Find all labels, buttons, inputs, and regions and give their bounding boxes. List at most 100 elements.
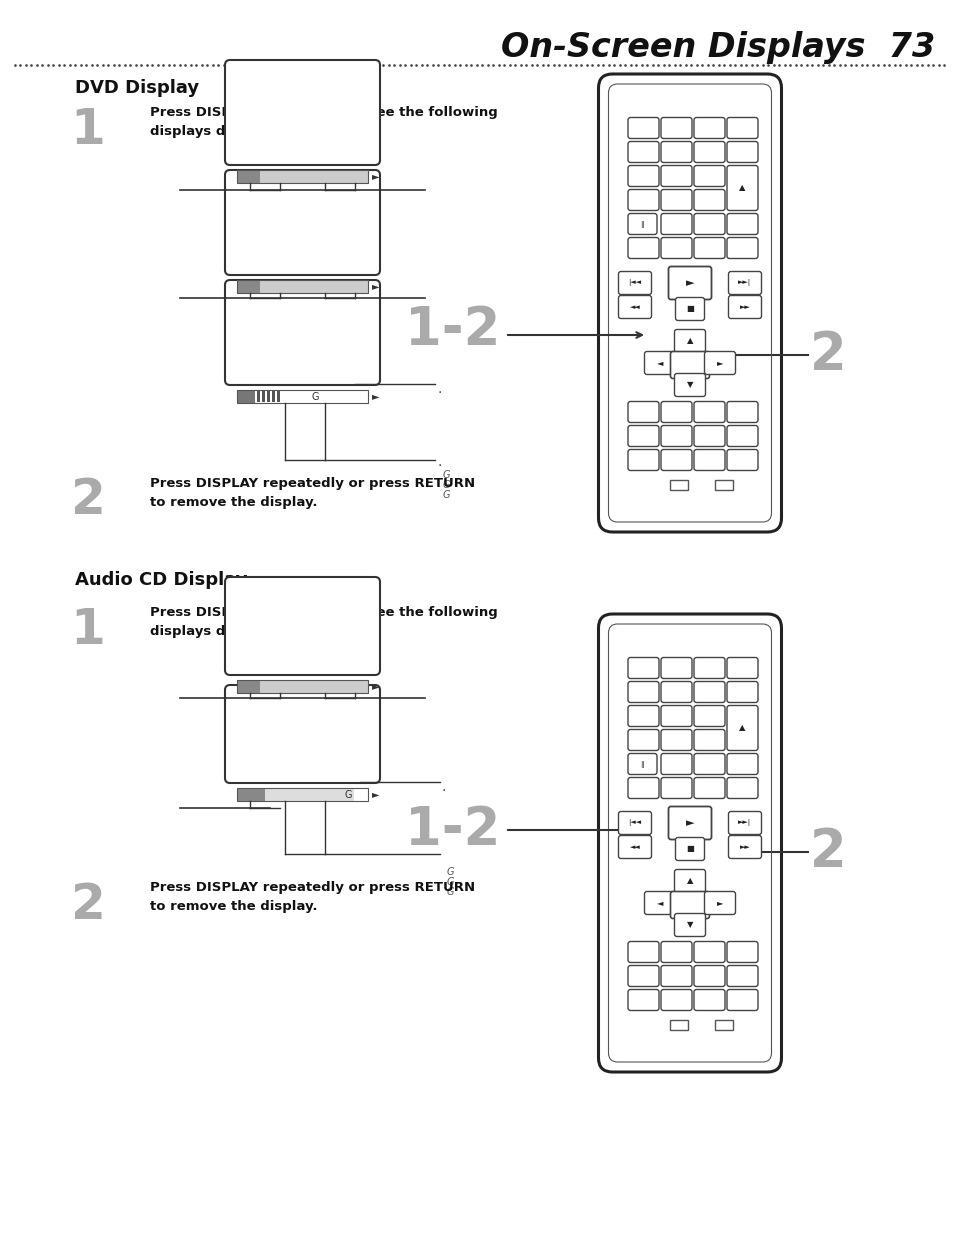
FancyBboxPatch shape [726, 989, 758, 1010]
Text: G: G [344, 789, 352, 799]
Text: |◄◄: |◄◄ [628, 820, 640, 826]
Bar [236, 680, 258, 693]
Text: G: G [442, 471, 450, 480]
FancyBboxPatch shape [693, 966, 724, 987]
FancyBboxPatch shape [618, 295, 651, 319]
FancyBboxPatch shape [693, 657, 724, 678]
Text: Press DISPLAY repeatedly to see the following
displays during DVD play.: Press DISPLAY repeatedly to see the foll… [150, 106, 497, 138]
Text: ▼: ▼ [686, 380, 693, 389]
FancyBboxPatch shape [703, 892, 735, 914]
Text: ◄: ◄ [656, 358, 662, 368]
Bar [258, 170, 368, 183]
FancyBboxPatch shape [225, 170, 379, 275]
FancyBboxPatch shape [668, 806, 711, 840]
Text: ►►: ►► [739, 844, 750, 850]
FancyBboxPatch shape [225, 280, 379, 385]
Text: G: G [447, 867, 454, 877]
Text: ▲: ▲ [686, 336, 693, 346]
Text: ►: ► [685, 278, 694, 288]
FancyBboxPatch shape [693, 165, 724, 186]
FancyBboxPatch shape [726, 753, 758, 774]
Text: Press DISPLAY repeatedly to see the following
displays during Audio CD play.: Press DISPLAY repeatedly to see the foll… [150, 606, 497, 638]
FancyBboxPatch shape [627, 117, 659, 138]
FancyBboxPatch shape [674, 373, 705, 396]
Text: 2: 2 [71, 475, 106, 524]
Bar [256, 391, 260, 403]
Text: |◄◄: |◄◄ [628, 279, 640, 287]
FancyBboxPatch shape [703, 352, 735, 374]
Text: ►: ► [372, 391, 379, 401]
Bar [236, 170, 258, 183]
Bar [236, 788, 265, 802]
Text: Press DISPLAY repeatedly or press RETURN
to remove the display.: Press DISPLAY repeatedly or press RETURN… [150, 881, 475, 913]
FancyBboxPatch shape [660, 753, 691, 774]
Bar [236, 170, 368, 183]
FancyBboxPatch shape [693, 705, 724, 726]
FancyBboxPatch shape [618, 272, 651, 294]
Text: 1: 1 [71, 106, 106, 154]
FancyBboxPatch shape [674, 914, 705, 936]
FancyBboxPatch shape [660, 214, 691, 235]
Text: 2: 2 [809, 329, 846, 382]
Text: G: G [312, 391, 319, 401]
FancyBboxPatch shape [627, 189, 659, 210]
FancyBboxPatch shape [674, 869, 705, 893]
FancyBboxPatch shape [693, 941, 724, 962]
Bar [236, 680, 368, 693]
FancyBboxPatch shape [644, 892, 675, 914]
FancyBboxPatch shape [627, 165, 659, 186]
FancyBboxPatch shape [627, 682, 659, 703]
Bar [267, 391, 270, 403]
FancyBboxPatch shape [618, 836, 651, 858]
Bar [265, 788, 354, 802]
FancyBboxPatch shape [660, 450, 691, 471]
Text: ◄◄: ◄◄ [629, 304, 639, 310]
Text: 2: 2 [71, 881, 106, 929]
FancyBboxPatch shape [726, 426, 758, 447]
Text: ||: || [639, 221, 644, 227]
FancyBboxPatch shape [225, 685, 379, 783]
FancyBboxPatch shape [660, 401, 691, 422]
Text: ■: ■ [685, 305, 693, 314]
Bar [236, 280, 368, 293]
Text: ►►|: ►►| [738, 279, 751, 287]
FancyBboxPatch shape [674, 330, 705, 352]
FancyBboxPatch shape [627, 426, 659, 447]
Bar [236, 788, 368, 802]
FancyBboxPatch shape [660, 966, 691, 987]
FancyBboxPatch shape [726, 705, 758, 751]
Text: ||: || [639, 761, 644, 767]
Text: ►: ► [372, 682, 379, 692]
FancyBboxPatch shape [627, 730, 659, 751]
FancyBboxPatch shape [728, 295, 760, 319]
FancyBboxPatch shape [627, 941, 659, 962]
FancyBboxPatch shape [660, 778, 691, 799]
Bar [272, 391, 274, 403]
FancyBboxPatch shape [726, 214, 758, 235]
Text: ►: ► [716, 899, 722, 908]
FancyBboxPatch shape [627, 989, 659, 1010]
FancyBboxPatch shape [618, 811, 651, 835]
Text: ►: ► [372, 789, 379, 799]
Text: DVD Display: DVD Display [75, 79, 199, 98]
FancyBboxPatch shape [675, 837, 703, 861]
FancyBboxPatch shape [726, 941, 758, 962]
Text: .: . [441, 781, 446, 794]
FancyBboxPatch shape [627, 753, 657, 774]
FancyBboxPatch shape [627, 214, 657, 235]
Text: ►►|: ►►| [738, 820, 751, 826]
Text: ◄: ◄ [656, 899, 662, 908]
FancyBboxPatch shape [693, 753, 724, 774]
FancyBboxPatch shape [627, 966, 659, 987]
Bar [714, 480, 732, 490]
FancyBboxPatch shape [627, 142, 659, 163]
FancyBboxPatch shape [660, 142, 691, 163]
Text: ►►: ►► [739, 304, 750, 310]
FancyBboxPatch shape [660, 189, 691, 210]
FancyBboxPatch shape [644, 352, 675, 374]
FancyBboxPatch shape [693, 401, 724, 422]
FancyBboxPatch shape [693, 989, 724, 1010]
Bar [236, 280, 258, 293]
Bar [258, 280, 368, 293]
FancyBboxPatch shape [627, 705, 659, 726]
